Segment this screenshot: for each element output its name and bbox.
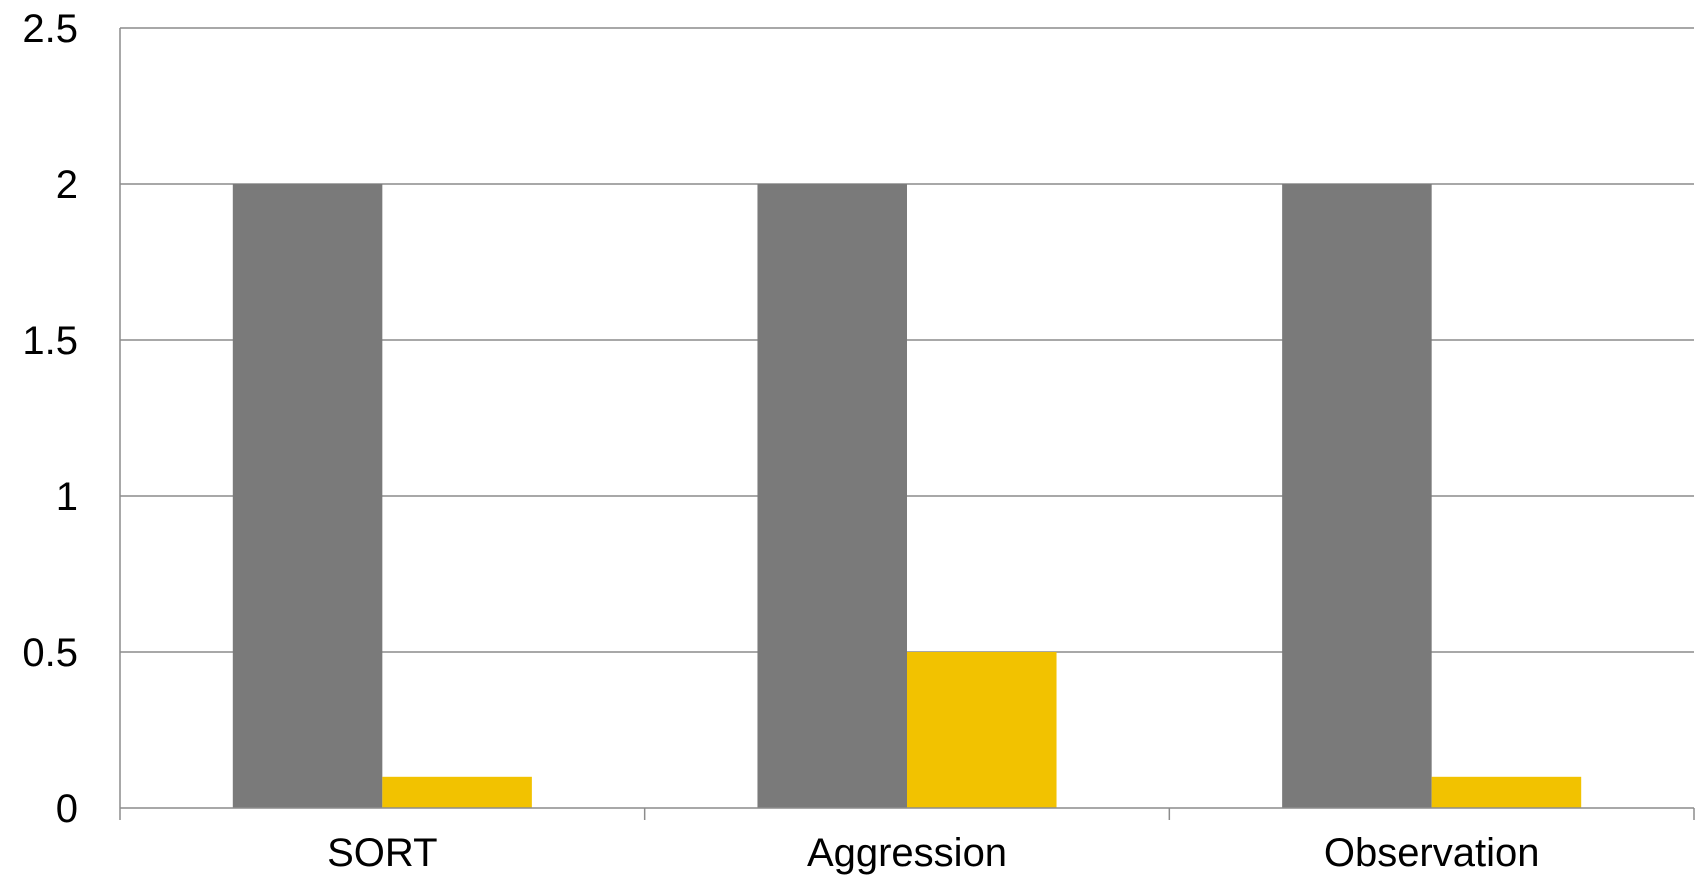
bar-series-2-aggression [907,652,1057,808]
bar-series-2-observation [1431,776,1582,808]
axes [119,28,1695,820]
y-tick-label: 2 [56,163,78,207]
y-tick-label: 1.5 [22,319,78,363]
y-tick-label: 2.5 [22,7,78,51]
x-category-label: Aggression [807,831,1007,875]
x-category-label: SORT [327,831,437,875]
bar-series-1-aggression [757,184,907,808]
y-tick-label: 1 [56,475,78,519]
labels: 0 0.5 1 1.5 2 2.5 SORT Aggression Observation [22,7,1539,875]
y-tick-label: 0.5 [22,631,78,675]
bar-series-1-observation [1282,184,1432,808]
x-category-label: Observation [1324,831,1540,875]
bar-series-1-sort [232,184,383,808]
bars [232,184,1582,808]
y-tick-label: 0 [56,787,78,831]
bar-series-2-sort [382,776,532,808]
